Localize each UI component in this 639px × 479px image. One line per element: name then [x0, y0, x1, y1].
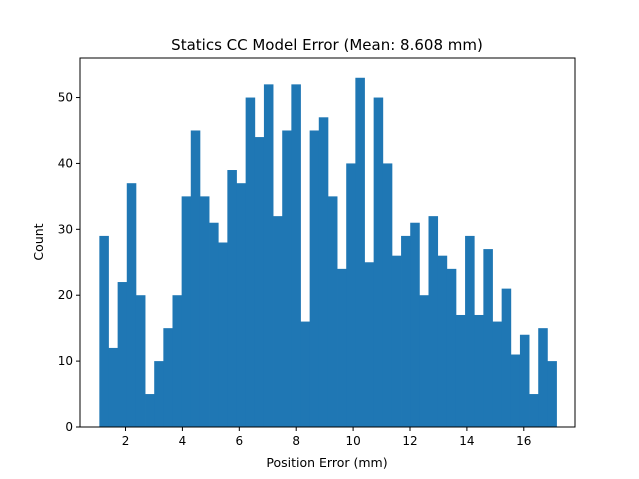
- histogram-bar: [382, 163, 393, 427]
- histogram-bar: [355, 77, 365, 428]
- histogram-bar: [419, 295, 429, 427]
- histogram-bar: [145, 394, 155, 427]
- histogram-bar: [154, 361, 164, 427]
- histogram-bar: [126, 183, 137, 427]
- histogram-bar: [300, 321, 311, 427]
- histogram-bar: [437, 255, 448, 427]
- y-axis-label: Count: [31, 223, 46, 260]
- y-tick-label: 50: [58, 91, 73, 105]
- histogram-bar: [337, 268, 347, 427]
- x-axis-label: Position Error (mm): [266, 455, 387, 470]
- histogram-bar: [236, 183, 247, 427]
- histogram-bar: [547, 361, 557, 427]
- histogram-bar: [410, 222, 420, 427]
- histogram-bar: [492, 321, 503, 427]
- histogram-bar: [391, 255, 402, 427]
- histogram-bar: [135, 295, 146, 427]
- histogram-bar: [273, 216, 283, 427]
- histogram-bar: [455, 314, 466, 427]
- y-tick-label: 40: [58, 156, 73, 170]
- histogram-bar: [373, 97, 384, 428]
- histogram-bar: [401, 235, 411, 427]
- histogram-bar: [474, 314, 484, 427]
- x-axis-ticks: 2 4 6 8 10 12 14 16: [122, 427, 531, 448]
- x-tick-label: 4: [179, 434, 187, 448]
- y-tick-label: 30: [58, 222, 73, 236]
- histogram-bar: [346, 163, 356, 427]
- x-tick-label: 2: [122, 434, 130, 448]
- histogram-bar: [199, 196, 210, 427]
- histogram-bar: [428, 216, 439, 427]
- histogram-bar: [218, 242, 228, 427]
- histogram-bar: [99, 235, 109, 427]
- x-tick-label: 16: [516, 434, 531, 448]
- x-tick-label: 12: [402, 434, 417, 448]
- y-tick-label: 0: [65, 420, 73, 434]
- histogram-bar: [446, 268, 457, 427]
- histogram-bar: [254, 137, 265, 428]
- histogram-bar: [245, 97, 256, 428]
- histogram-bar: [108, 347, 119, 427]
- histogram-bar: [364, 262, 375, 427]
- histogram-bar: [501, 288, 512, 427]
- histogram-bar: [263, 84, 274, 427]
- histogram-bar: [327, 196, 338, 427]
- histogram-bar: [227, 170, 237, 427]
- x-tick-label: 10: [345, 434, 360, 448]
- chart-title: Statics CC Model Error (Mean: 8.608 mm): [171, 36, 483, 54]
- y-tick-label: 20: [58, 288, 73, 302]
- histogram-bar: [309, 130, 320, 427]
- histogram-bar: [510, 354, 521, 427]
- histogram-bar: [209, 222, 219, 427]
- histogram-bar: [291, 84, 301, 427]
- histogram-bar: [172, 295, 183, 427]
- histogram-bar: [519, 334, 530, 427]
- histogram-bar: [282, 130, 292, 427]
- histogram-bar: [181, 196, 192, 427]
- x-tick-label: 14: [459, 434, 474, 448]
- y-tick-label: 10: [58, 354, 73, 368]
- histogram-bar: [465, 235, 475, 427]
- x-tick-label: 8: [292, 434, 300, 448]
- bars-group: [99, 77, 557, 428]
- histogram-bar: [117, 282, 128, 427]
- plot-frame: [79, 57, 576, 428]
- x-tick-label: 6: [235, 434, 243, 448]
- histogram-bar: [163, 328, 173, 427]
- y-axis-ticks: 0 10 20 30 40 50: [58, 91, 80, 434]
- histogram-bar: [190, 130, 201, 427]
- histogram-bar: [538, 328, 548, 427]
- histogram-bar: [529, 394, 539, 427]
- histogram-bar: [483, 249, 493, 427]
- histogram-bar: [318, 117, 329, 427]
